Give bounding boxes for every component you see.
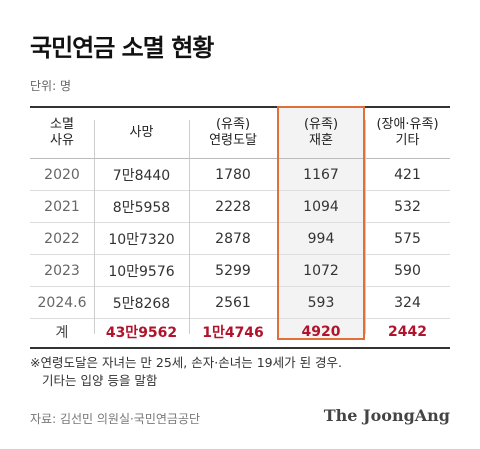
other-cell: 532 (394, 198, 421, 215)
age-cell: 2878 (215, 230, 251, 247)
footnote-line: ※연령도달은 자녀는 만 25세, 손자·손녀는 19세가 된 경우. (30, 355, 343, 370)
death-cell: 7만8440 (112, 167, 171, 184)
column-divider (365, 120, 366, 334)
death-cell: 10만9576 (108, 263, 175, 280)
total-death: 43만9562 (105, 325, 178, 341)
death-cell: 10만7320 (108, 231, 175, 248)
column-divider (94, 120, 95, 334)
footnote: ※연령도달은 자녀는 만 25세, 손자·손녀는 19세가 된 경우. 기타는 … (30, 354, 342, 390)
header-death: 사망 (129, 125, 154, 140)
death-cell: 8만5958 (112, 199, 171, 216)
table-row: 2020 7만8440 1780 1167 421 (30, 159, 450, 191)
death-cell: 5만8268 (112, 295, 171, 312)
table-top-border (30, 106, 450, 108)
footnote-line: 기타는 입양 등을 말함 (42, 373, 158, 388)
year-cell: 2021 (44, 198, 80, 215)
other-cell: 324 (394, 294, 421, 311)
header-remarriage: (유족) 재혼 (303, 117, 339, 148)
page-title: 국민연금 소멸 현황 (30, 34, 214, 62)
age-cell: 2228 (215, 198, 251, 215)
header-reason: 소멸 사유 (50, 117, 74, 148)
total-remarriage: 4920 (301, 324, 341, 340)
table-row: 2022 10만7320 2878 994 575 (30, 223, 450, 255)
header-age: (유족) 연령도달 (209, 117, 257, 148)
other-cell: 421 (394, 166, 421, 183)
table-header: 소멸 사유 사망 (유족) 연령도달 (유족) 재혼 (장애·유족) 기타 (30, 108, 450, 159)
remarriage-cell: 994 (307, 230, 335, 247)
remarriage-cell: 1094 (303, 198, 339, 215)
other-cell: 590 (394, 262, 421, 279)
age-cell: 1780 (215, 166, 251, 183)
age-cell: 2561 (215, 294, 251, 311)
source-label: 자료: 김선민 의원실·국민연금공단 (30, 412, 201, 426)
highlight-shade (277, 108, 365, 338)
remarriage-cell: 593 (307, 294, 335, 311)
table-row: 2024.6 5만8268 2561 593 324 (30, 287, 450, 319)
remarriage-cell: 1072 (303, 262, 339, 279)
header-other: (장애·유족) 기타 (376, 117, 439, 148)
year-cell: 2022 (44, 230, 80, 247)
year-cell: 2023 (44, 262, 80, 279)
table-row: 2021 8만5958 2228 1094 532 (30, 191, 450, 223)
year-cell: 2024.6 (37, 294, 87, 311)
publisher-logo: The JoongAng (323, 406, 450, 425)
table-row: 2023 10만9576 5299 1072 590 (30, 255, 450, 287)
total-age: 1만4746 (202, 325, 264, 341)
total-label: 계 (55, 325, 69, 341)
age-cell: 5299 (215, 262, 251, 279)
column-divider (189, 120, 190, 334)
other-cell: 575 (394, 230, 421, 247)
year-cell: 2020 (44, 166, 80, 183)
total-row: 계 43만9562 1만4746 4920 2442 (30, 317, 450, 349)
unit-label: 단위: 명 (30, 79, 71, 93)
remarriage-cell: 1167 (303, 166, 339, 183)
total-other: 2442 (388, 324, 427, 340)
